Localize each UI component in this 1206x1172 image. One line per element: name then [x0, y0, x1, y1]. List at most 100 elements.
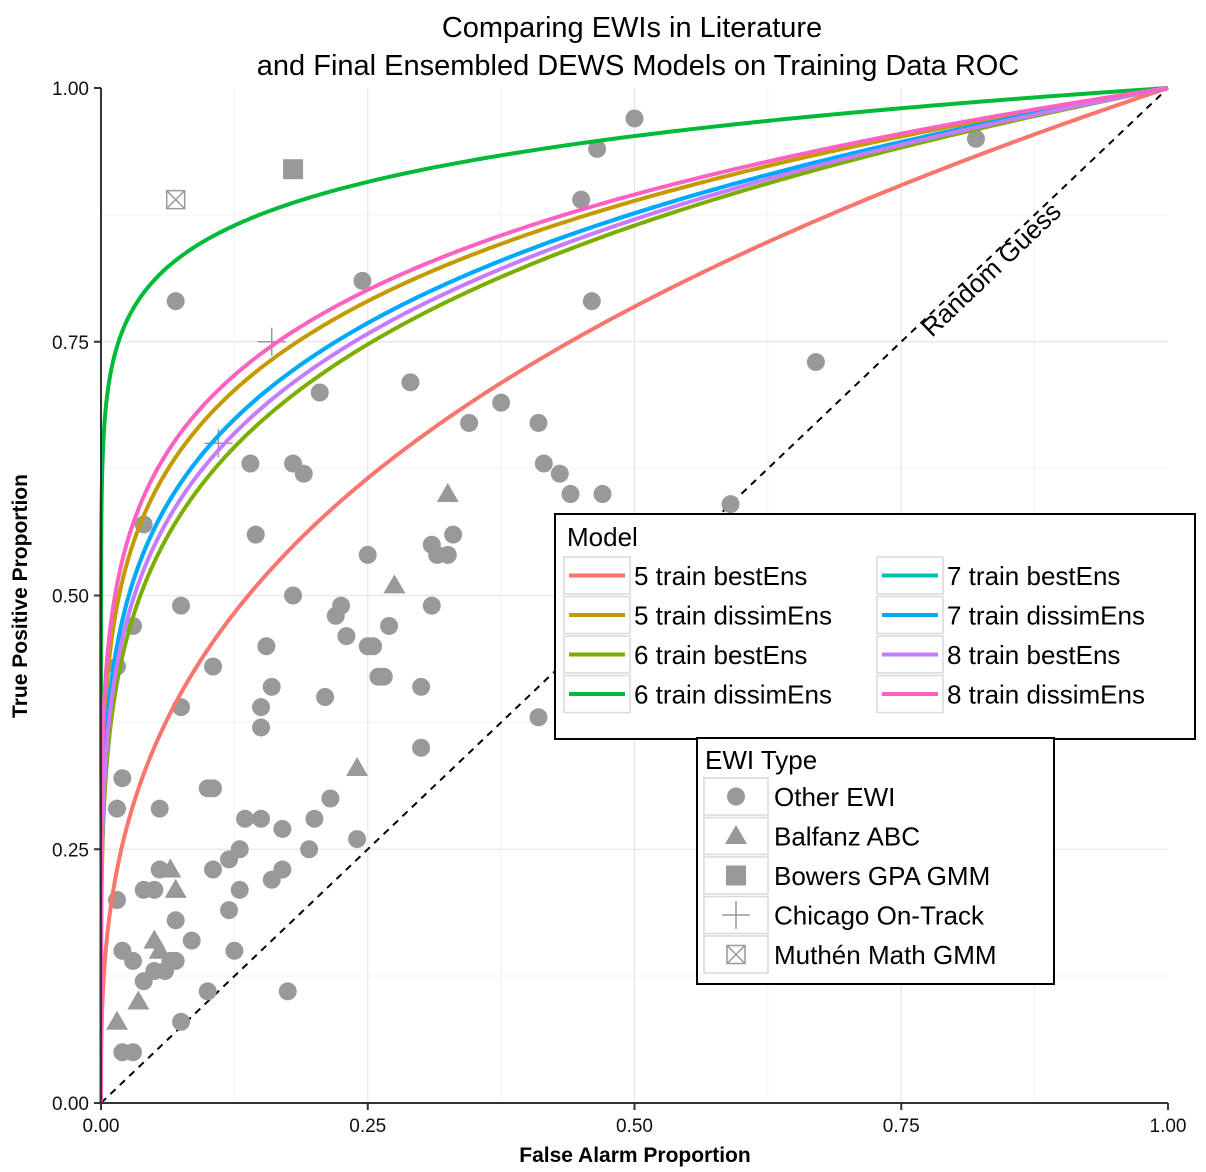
ewi-point-triangle [164, 878, 187, 898]
ewi-point-circle [593, 485, 612, 503]
ewi-point-circle [806, 353, 825, 372]
ewi-point-circle [257, 637, 276, 656]
ewi-point-circle [721, 495, 740, 514]
ewi-point-circle [588, 139, 607, 158]
model-curve [99, 86, 1169, 1104]
ewi-point-circle [358, 545, 377, 564]
ewi-point-circle [550, 464, 569, 483]
ewi-point-circle [166, 292, 185, 311]
model-curve [99, 86, 1169, 1104]
ewi-point-circle [337, 627, 356, 646]
ewi-point-circle [412, 677, 431, 696]
ewi-point-circle [966, 129, 985, 148]
ewi-point-square [283, 159, 304, 180]
ewi-legend-label: Muthén Math GMM [774, 940, 997, 970]
ewi-point-circle [172, 596, 191, 615]
ewi-point-circle [332, 596, 351, 615]
ewi-legend-label: Chicago On-Track [774, 901, 985, 931]
ewi-points [106, 109, 985, 1062]
ewi-legend-entry: Muthén Math GMM [703, 935, 997, 974]
ewi-point-circle [262, 677, 281, 696]
ewi-point-triangle [106, 1010, 129, 1030]
model-legend-label: 8 train dissimEns [947, 680, 1145, 710]
ewi-point-circle [310, 383, 329, 402]
ewi-point-circle [438, 545, 457, 564]
ewi-point-circle [182, 931, 201, 950]
ewi-point-triangle [436, 483, 459, 502]
y-tick-label: 0.00 [52, 1094, 89, 1115]
ewi-point-circle [166, 951, 185, 970]
ewi-point-circle [460, 413, 479, 432]
ewi-point-circle [246, 525, 265, 544]
ewi-point-triangle [148, 939, 171, 959]
legend-marker-circle [727, 787, 745, 806]
ewi-point-circle [204, 779, 223, 798]
ewi-point-circle [150, 799, 169, 818]
ewi-point-circle [401, 373, 420, 392]
model-curve [99, 86, 1169, 1104]
y-axis-title: True Positive Proportion [9, 474, 32, 718]
ewi-point-circle [252, 718, 271, 737]
model-curve [99, 86, 1169, 1104]
x-tick-label: 1.00 [1150, 1116, 1187, 1137]
random-guess-dashed-line [100, 87, 1169, 1104]
ewi-point-circle [321, 789, 340, 808]
x-tick-label: 0.25 [349, 1116, 386, 1137]
ewi-point-circle [572, 190, 591, 209]
ewi-legend-label: Bowers GPA GMM [774, 861, 990, 891]
ewi-legend-title: EWI Type [705, 745, 817, 775]
ewi-point-circle [348, 830, 367, 849]
ewi-legend-entry: Balfanz ABC [703, 816, 920, 856]
model-legend-box [554, 513, 1196, 740]
ewi-point-circle [225, 941, 244, 960]
x-tick-label: 0.75 [883, 1116, 920, 1137]
ewi-point-circle [204, 657, 223, 676]
model-legend-entry: 6 train bestEns [563, 635, 807, 674]
model-legend-label: 7 train dissimEns [947, 601, 1145, 631]
ewi-point-circle [108, 799, 127, 818]
chart-title-line-2: and Final Ensembled DEWS Models on Train… [257, 50, 1019, 82]
model-legend-label: 6 train bestEns [634, 640, 807, 670]
ewi-point-boxx [165, 189, 186, 210]
model-curve [99, 86, 1169, 1104]
ewi-point-circle [145, 880, 164, 899]
ewi-point-triangle [346, 757, 369, 777]
ewi-point-circle [316, 688, 335, 706]
model-legend-title: Model [567, 522, 638, 552]
ewi-point-circle [172, 1012, 191, 1031]
ewi-point-circle [625, 109, 644, 128]
ewi-point-circle [529, 708, 548, 727]
model-legend-label: 5 train bestEns [634, 561, 807, 591]
legend-marker-triangle [725, 825, 747, 844]
y-tick-label: 1.00 [52, 79, 89, 100]
ewi-legend-entry: Chicago On-Track [703, 895, 985, 935]
ewi-point-circle [561, 485, 580, 503]
model-legend-label: 5 train dissimEns [634, 601, 832, 631]
model-legend-entry: 7 train dissimEns [876, 595, 1145, 635]
ewi-legend: EWI Type Other EWI Balfanz ABC Bowers GPA G… [696, 737, 1055, 985]
model-curves [99, 86, 1169, 1104]
model-legend-entry: 7 train bestEns [876, 556, 1120, 595]
ewi-point-circle [220, 901, 239, 920]
ewi-point-circle [492, 393, 511, 412]
ewi-point-circle [273, 819, 292, 838]
model-curve [99, 86, 1169, 1104]
ewi-point-circle [412, 738, 431, 757]
x-axis-title: False Alarm Proportion [519, 1144, 750, 1167]
model-legend-entry: 8 train dissimEns [876, 674, 1145, 714]
ewi-point-triangle [127, 990, 150, 1010]
model-curve [99, 86, 1169, 1104]
ewi-point-triangle [383, 574, 406, 594]
ewi-point-circle [273, 860, 292, 879]
model-legend-entry: 5 train dissimEns [563, 595, 832, 635]
model-legend-label: 7 train bestEns [947, 561, 1120, 591]
ewi-point-circle [230, 880, 249, 899]
ewi-legend-label: Other EWI [774, 782, 895, 812]
ewi-point-circle [364, 637, 383, 656]
ewi-point-circle [166, 911, 185, 930]
model-legend-entry: 6 train dissimEns [563, 674, 832, 714]
ewi-point-circle [204, 860, 223, 879]
ewi-point-circle [230, 840, 249, 859]
axes: 0.00 0.25 0.50 0.75 1.00 0.00 0.25 0.50 0.75 1.00 [52, 79, 1186, 1137]
